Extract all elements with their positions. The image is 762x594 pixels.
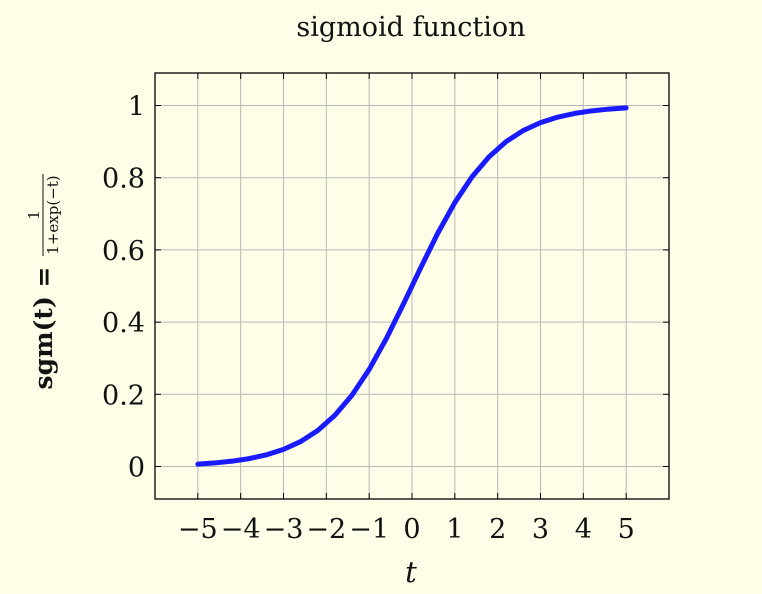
y-tick-label: 0 xyxy=(128,453,145,484)
y-tick-label: 1 xyxy=(128,91,145,122)
y-tick-label: 0.2 xyxy=(102,380,145,411)
x-tick-label: 5 xyxy=(618,514,635,545)
y-axis-label-numerator: 1 xyxy=(25,210,43,220)
y-axis-label: sgm(t) = 1 1+exp(−t) xyxy=(25,174,62,389)
y-axis-label-lhs: sgm(t) = xyxy=(29,267,58,390)
x-tick-label: −2 xyxy=(306,514,346,545)
y-axis-label-denominator: 1+exp(−t) xyxy=(44,175,62,254)
y-tick-label: 0.8 xyxy=(102,164,145,195)
x-tick-label: −1 xyxy=(349,514,389,545)
x-tick-label: 4 xyxy=(575,514,592,545)
x-tick-label: −3 xyxy=(264,514,304,545)
x-tick-label: −5 xyxy=(178,514,218,545)
x-tick-label: 0 xyxy=(403,514,420,545)
x-tick-label: 2 xyxy=(489,514,506,545)
y-tick-label: 0.6 xyxy=(102,236,145,267)
x-tick-label: −4 xyxy=(221,514,261,545)
x-tick-label: 3 xyxy=(532,514,549,545)
x-axis-ticks: −5 −4 −3 −2 −1 0 1 2 3 4 5 xyxy=(178,73,635,545)
y-tick-label: 0.4 xyxy=(102,308,145,339)
x-tick-label: 1 xyxy=(446,514,463,545)
series-line xyxy=(195,105,629,467)
chart-title: sigmoid function xyxy=(296,12,525,43)
x-axis-label: t xyxy=(405,555,417,589)
series-group xyxy=(195,105,629,467)
y-axis-ticks: 0 0.2 0.4 0.6 0.8 1 xyxy=(102,91,669,484)
